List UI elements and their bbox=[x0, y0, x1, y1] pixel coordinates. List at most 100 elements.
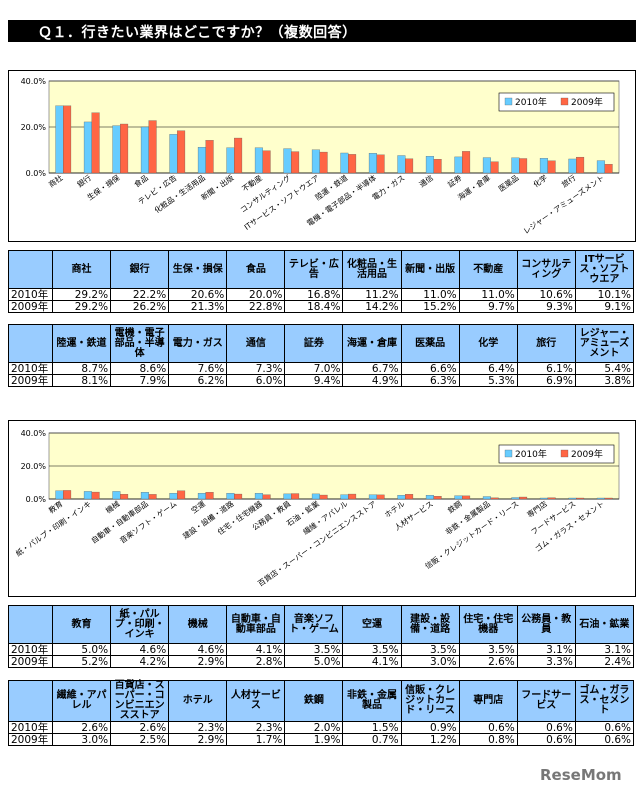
column-header: 銀行 bbox=[110, 250, 170, 289]
bar-2010年-ITサービス・ソフトウエア bbox=[311, 149, 320, 174]
column-header: 百貨店・スーパー・コンビニエンスストア bbox=[110, 680, 170, 722]
x-tick-label: 機械 bbox=[103, 498, 121, 515]
table-cell: 11.2% bbox=[342, 288, 402, 301]
bar-2009年-ITサービス・ソフトウエア bbox=[319, 151, 328, 174]
bar-2009年-鉄鋼 bbox=[462, 495, 471, 500]
column-header: 人材サービス bbox=[226, 680, 286, 722]
table-cell: 6.2% bbox=[168, 374, 228, 387]
table-cell: 4.1% bbox=[342, 655, 402, 668]
column-header: フードサービス bbox=[516, 680, 576, 722]
data-table-3: 教育 紙・パルプ・印刷・インキ 機械 自動車・自動車部品 音楽ソフト・ゲーム 空運 建設・設… bbox=[8, 605, 635, 668]
table-cell: 4.6% bbox=[110, 643, 170, 656]
table-cell: 5.0% bbox=[284, 655, 344, 668]
column-header: 通信 bbox=[226, 324, 286, 363]
column-header: ITサービス・ソフトウエア bbox=[574, 250, 635, 289]
row-label: 2010年 bbox=[8, 643, 53, 656]
bar-2009年-教育 bbox=[63, 490, 72, 500]
table-cell: 0.6% bbox=[574, 721, 635, 734]
table-cell: 3.1% bbox=[574, 643, 635, 656]
y-tick-label: 0.0% bbox=[26, 495, 47, 504]
legend-swatch-2010年 bbox=[504, 97, 513, 106]
table-row: 2009年 5.2% 4.2% 2.9% 2.8% 5.0% 4.1% 3.0% 2.6% 3.3… bbox=[8, 655, 635, 668]
table-cell: 2.6% bbox=[458, 655, 518, 668]
column-header: 専門店 bbox=[458, 680, 518, 722]
bar-2009年-フードサービス bbox=[576, 497, 585, 500]
bar-2010年-百貨店・スーパー・コンビニエンスストア bbox=[368, 494, 377, 500]
table-cell: 3.5% bbox=[400, 643, 460, 656]
x-tick-label: 専門店 bbox=[525, 498, 550, 519]
bar-2009年-建設・設備・道路 bbox=[234, 493, 243, 500]
table-cell: 7.3% bbox=[226, 362, 286, 375]
bar-2010年-ゴム・ガラス・セメント bbox=[596, 497, 605, 500]
table-cell: 0.7% bbox=[342, 733, 402, 746]
bar-2010年-住宅・住宅機器 bbox=[254, 493, 263, 500]
data-table-4: 繊維・アパレル 百貨店・スーパー・コンビニエンスストア ホテル 人材サービス 鉄鋼 非鉄・… bbox=[8, 680, 635, 746]
column-header: ゴム・ガラス・セメント bbox=[574, 680, 635, 722]
x-tick-label: 建設・設備・道路 bbox=[181, 498, 236, 541]
bar-2009年-人材サービス bbox=[433, 496, 442, 500]
column-header: 非鉄・金属製品 bbox=[342, 680, 402, 722]
bar-2009年-化学 bbox=[547, 160, 556, 174]
chart-1: 0.0% 20.0% 40.0% 商社 銀行 生保・損保 食品 テレビ・広告 化粧品・生活用品新… bbox=[8, 70, 636, 242]
table-cell: 9.4% bbox=[284, 374, 344, 387]
bar-2010年-不動産 bbox=[254, 147, 263, 174]
table-cell: 2.0% bbox=[284, 721, 344, 734]
data-table-1: 商社 銀行 生保・損保 食品 テレビ・広告 化粧品・生活用品 新聞・出版 不動産 コンサルティン… bbox=[8, 250, 635, 313]
table-cell: 18.4% bbox=[284, 300, 344, 313]
bar-2010年-石油・鉱業 bbox=[311, 493, 320, 500]
bar-2009年-生保・損保 bbox=[120, 123, 129, 174]
table-cell: 1.5% bbox=[342, 721, 402, 734]
table-cell: 8.6% bbox=[110, 362, 170, 375]
x-tick-label: 旅行 bbox=[559, 172, 577, 189]
x-tick-label: 空運 bbox=[189, 498, 207, 515]
bar-2009年-テレビ・広告 bbox=[177, 130, 186, 174]
bar-2009年-レジャー・アミューズメント bbox=[604, 164, 613, 174]
table-row: 2010年 5.0% 4.6% 4.6% 4.1% 3.5% 3.5% 3.5% 3.5% 3.1… bbox=[8, 643, 635, 656]
bar-2010年-商社 bbox=[55, 105, 64, 174]
legend-label-2009年: 2009年 bbox=[571, 448, 603, 460]
table-row: 2009年 3.0% 2.5% 2.9% 1.7% 1.9% 0.7% 1.2% 0.8% 0.6… bbox=[8, 733, 635, 746]
bar-2010年-海運・倉庫 bbox=[482, 157, 491, 174]
column-header: 教育 bbox=[51, 605, 112, 644]
bar-2010年-証券 bbox=[454, 156, 463, 174]
bar-2009年-化粧品・生活用品 bbox=[205, 140, 214, 174]
bar-2009年-商社 bbox=[63, 105, 72, 174]
chart-2-svg: 0.0%20.0%40.0%教育紙・パルプ・印刷・インキ 機械自動車・自動車部品音… bbox=[13, 429, 620, 588]
column-header: テレビ・広告 bbox=[284, 250, 344, 289]
row-label: 2009年 bbox=[8, 733, 53, 746]
table-cell: 6.6% bbox=[400, 362, 460, 375]
table-cell: 6.4% bbox=[458, 362, 518, 375]
table-cell: 3.0% bbox=[400, 655, 460, 668]
table-cell: 9.3% bbox=[516, 300, 576, 313]
table-cell: 5.4% bbox=[574, 362, 635, 375]
table-cell: 3.5% bbox=[458, 643, 518, 656]
x-tick-label: 生保・損保 bbox=[85, 172, 122, 202]
bar-2010年-電機・電子部品・半導体 bbox=[368, 153, 377, 174]
column-header: 証券 bbox=[284, 324, 344, 363]
column-header: 陸運・鉄道 bbox=[51, 324, 112, 363]
bar-2010年-コンサルティング bbox=[283, 148, 292, 174]
bar-2009年-紙・パルプ・印刷・インキ bbox=[91, 491, 100, 500]
column-header: レジャー・アミューズメント bbox=[574, 324, 635, 363]
bar-2009年-音楽ソフト・ゲーム bbox=[177, 490, 186, 500]
column-header: 建設・設備・道路 bbox=[400, 605, 460, 644]
column-header: 自動車・自動車部品 bbox=[226, 605, 286, 644]
y-tick-label: 20.0% bbox=[21, 462, 47, 471]
bar-2010年-フードサービス bbox=[568, 497, 577, 500]
table-cell: 3.1% bbox=[516, 643, 576, 656]
bar-2009年-繊維・アパレル bbox=[348, 493, 357, 500]
table-cell: 7.9% bbox=[110, 374, 170, 387]
legend bbox=[498, 92, 615, 112]
bar-2010年-専門店 bbox=[539, 497, 548, 500]
y-tick-label: 40.0% bbox=[21, 429, 47, 438]
x-tick-label: 食品 bbox=[132, 172, 150, 189]
bar-2010年-通信 bbox=[425, 156, 434, 174]
column-header: 住宅・住宅機器 bbox=[458, 605, 518, 644]
table-cell: 4.2% bbox=[110, 655, 170, 668]
column-header: 繊維・アパレル bbox=[51, 680, 112, 722]
bar-2009年-ゴム・ガラス・セメント bbox=[604, 497, 613, 500]
bar-2010年-銀行 bbox=[83, 121, 92, 174]
bar-2009年-海運・倉庫 bbox=[490, 161, 499, 174]
bar-2009年-非鉄・金属製品 bbox=[490, 497, 499, 500]
